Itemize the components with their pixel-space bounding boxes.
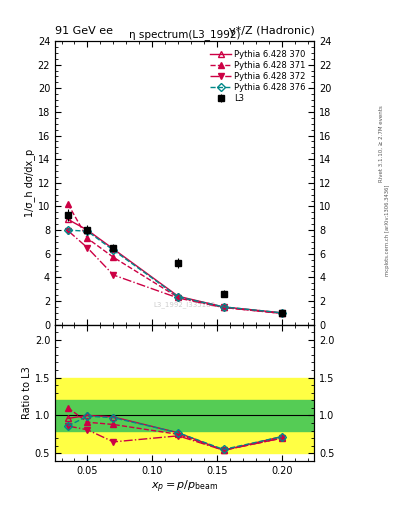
Bar	[55, 400, 314, 431]
Text: γ*/Z (Hadronic): γ*/Z (Hadronic)	[229, 26, 314, 36]
Line: Pythia 6.428 376: Pythia 6.428 376	[65, 227, 285, 315]
Pythia 6.428 372	[221, 305, 226, 311]
Pythia 6.428 376	[176, 294, 181, 300]
Pythia 6.428 372	[66, 228, 70, 234]
X-axis label: $x_p=p/p_{\rm beam}$: $x_p=p/p_{\rm beam}$	[151, 478, 218, 495]
Pythia 6.428 372	[280, 310, 285, 316]
Pythia 6.428 371	[221, 305, 226, 311]
Line: Pythia 6.428 372: Pythia 6.428 372	[64, 227, 285, 317]
Text: L3_1992_I335180: L3_1992_I335180	[154, 301, 216, 308]
Pythia 6.428 371	[111, 254, 116, 260]
Pythia 6.428 370	[66, 217, 70, 223]
Text: mcplots.cern.ch [arXiv:1306.3436]: mcplots.cern.ch [arXiv:1306.3436]	[385, 185, 389, 276]
Pythia 6.428 376	[66, 227, 70, 233]
Title: η spectrum(L3_1992): η spectrum(L3_1992)	[129, 29, 241, 40]
Pythia 6.428 371	[85, 236, 90, 242]
Pythia 6.428 372	[111, 272, 116, 278]
Text: Rivet 3.1.10, ≥ 2.7M events: Rivet 3.1.10, ≥ 2.7M events	[379, 105, 384, 182]
Pythia 6.428 371	[66, 201, 70, 207]
Pythia 6.428 370	[111, 246, 116, 252]
Pythia 6.428 376	[221, 304, 226, 310]
Text: 91 GeV ee: 91 GeV ee	[55, 26, 113, 36]
Y-axis label: 1/σ_h dσ/dx_p: 1/σ_h dσ/dx_p	[24, 148, 35, 217]
Pythia 6.428 371	[176, 294, 181, 301]
Pythia 6.428 370	[176, 293, 181, 300]
Legend: Pythia 6.428 370, Pythia 6.428 371, Pythia 6.428 372, Pythia 6.428 376, L3: Pythia 6.428 370, Pythia 6.428 371, Pyth…	[209, 48, 308, 104]
Bar	[55, 377, 314, 453]
Pythia 6.428 372	[176, 295, 181, 301]
Line: Pythia 6.428 370: Pythia 6.428 370	[64, 216, 285, 316]
Pythia 6.428 370	[280, 310, 285, 316]
Y-axis label: Ratio to L3: Ratio to L3	[22, 367, 32, 419]
Pythia 6.428 376	[280, 310, 285, 316]
Line: Pythia 6.428 371: Pythia 6.428 371	[64, 201, 285, 317]
Pythia 6.428 370	[221, 304, 226, 310]
Pythia 6.428 371	[280, 310, 285, 316]
Pythia 6.428 376	[85, 228, 90, 234]
Pythia 6.428 376	[111, 247, 116, 253]
Pythia 6.428 372	[85, 245, 90, 251]
Pythia 6.428 370	[85, 227, 90, 233]
